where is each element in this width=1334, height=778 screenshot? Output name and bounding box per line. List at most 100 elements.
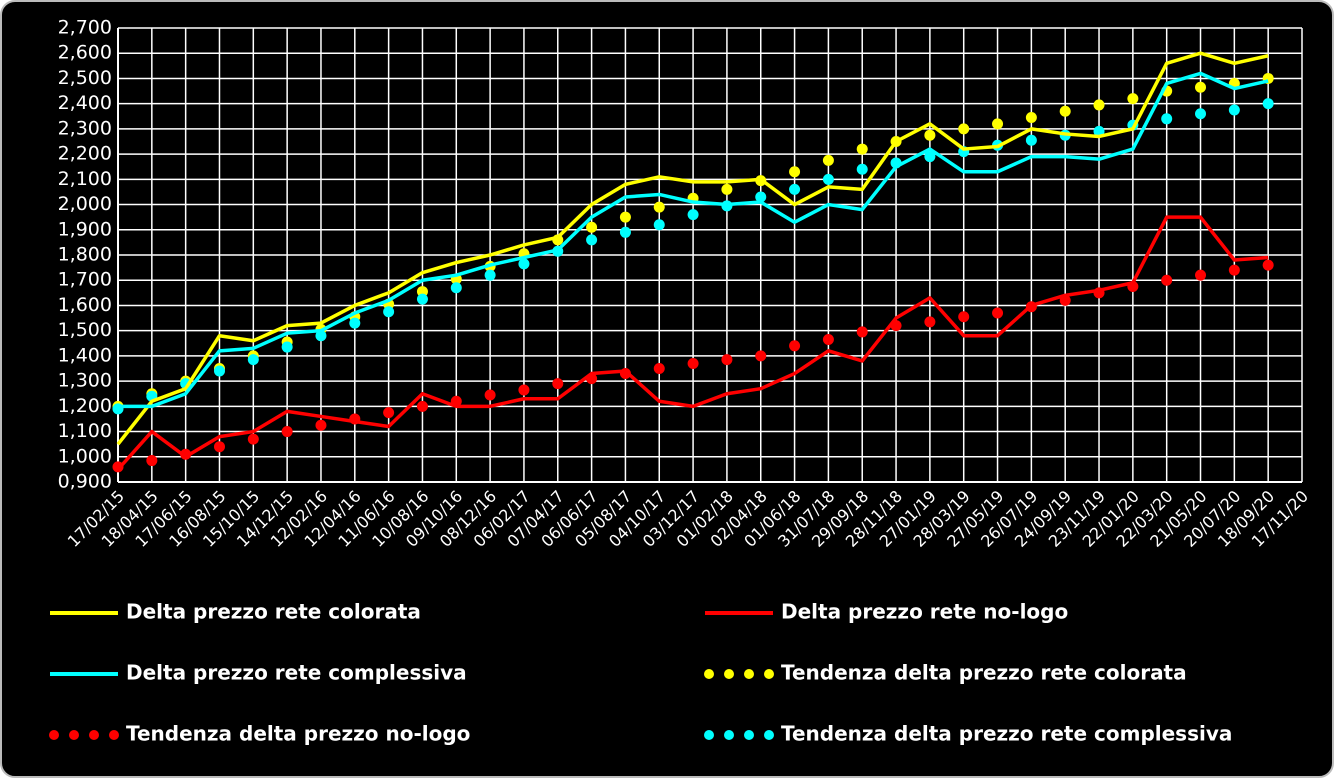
trend-point [1025, 134, 1037, 146]
legend-swatch [764, 669, 774, 679]
trend-point [1059, 105, 1071, 117]
trend-point [518, 258, 530, 270]
trend-point [586, 234, 598, 246]
y-tick-label: 0,900 [58, 471, 112, 493]
trend-point [1093, 99, 1105, 111]
y-tick-label: 2,400 [58, 92, 112, 114]
series-line [116, 215, 1269, 471]
legend-label: Tendenza delta prezzo rete complessiva [781, 722, 1232, 746]
trend-point [552, 378, 564, 390]
y-tick-label: 1,800 [58, 244, 112, 266]
legend-label: Delta prezzo rete no-logo [781, 600, 1068, 624]
legend-swatch [89, 730, 99, 740]
trend-point [1127, 93, 1139, 105]
y-tick-label: 2,100 [58, 168, 112, 190]
trend-point [856, 326, 868, 338]
trend-point [924, 151, 936, 163]
trend-point [1195, 269, 1207, 281]
legend-swatch [744, 730, 754, 740]
legend-label: Tendenza delta prezzo rete colorata [781, 661, 1187, 685]
trend-point [958, 123, 970, 135]
legend-label: Delta prezzo rete complessiva [126, 661, 467, 685]
trend-point [687, 209, 699, 221]
trend-point [416, 293, 428, 305]
trend-point [755, 191, 767, 203]
legend-swatch [724, 730, 734, 740]
y-tick-label: 1,000 [58, 445, 112, 467]
trend-point [1228, 104, 1240, 116]
y-tick-label: 1,200 [58, 395, 112, 417]
legend-label: Tendenza delta prezzo no-logo [126, 722, 470, 746]
trend-point [992, 307, 1004, 319]
trend-point [213, 441, 225, 453]
legend-label: Delta prezzo rete colorata [126, 600, 421, 624]
legend-swatch [764, 730, 774, 740]
trend-point [653, 219, 665, 231]
trend-point [518, 384, 530, 396]
y-tick-label: 1,900 [58, 218, 112, 240]
y-tick-label: 2,200 [58, 143, 112, 165]
trend-point [1025, 112, 1037, 124]
legend-swatch [49, 730, 59, 740]
trend-point [1262, 259, 1274, 271]
trend-point [383, 407, 395, 419]
trend-point [653, 363, 665, 374]
legend-swatch [724, 669, 734, 679]
legend-swatch [704, 669, 714, 679]
trend-point [213, 365, 225, 377]
legend-swatch [744, 669, 754, 679]
y-tick-label: 2,700 [58, 17, 112, 39]
trend-point [416, 286, 428, 298]
trend-point [383, 306, 395, 318]
trend-point [450, 282, 462, 294]
y-tick-label: 1,100 [58, 420, 112, 442]
trend-point [1262, 98, 1274, 110]
trend-point [721, 354, 733, 366]
trend-point [315, 330, 327, 342]
trend-point [687, 357, 699, 369]
trend-point [721, 183, 733, 195]
series-line [116, 51, 1269, 446]
y-tick-label: 1,600 [58, 294, 112, 316]
trend-point [789, 183, 801, 195]
y-tick-label: 2,300 [58, 117, 112, 139]
trend-point [484, 269, 496, 281]
trend-point [1195, 81, 1207, 93]
series-line [118, 71, 1269, 409]
trend-point [281, 426, 293, 438]
trend-point [315, 419, 327, 431]
trend-point [484, 389, 496, 401]
trend-point [1161, 274, 1173, 286]
trend-point [924, 129, 936, 141]
trend-point [1161, 113, 1173, 125]
trend-point [349, 317, 361, 329]
y-tick-label: 2,000 [58, 193, 112, 215]
trend-point [247, 433, 259, 445]
trend-point [822, 154, 834, 166]
trend-point [992, 118, 1004, 130]
y-tick-label: 1,500 [58, 319, 112, 341]
trend-point [619, 211, 631, 223]
trend-point [281, 341, 293, 353]
y-tick-label: 2,600 [58, 42, 112, 64]
y-tick-label: 1,700 [58, 269, 112, 291]
trend-point [653, 201, 665, 213]
trend-point [789, 166, 801, 178]
legend-swatch [109, 730, 119, 740]
trend-point [958, 311, 970, 323]
trend-point [586, 221, 598, 233]
y-tick-label: 1,400 [58, 344, 112, 366]
trend-point [619, 226, 631, 238]
trend-point [755, 350, 767, 362]
legend-swatch [69, 730, 79, 740]
trend-point [924, 316, 936, 328]
trend-point [1228, 264, 1240, 276]
trend-point [1195, 108, 1207, 120]
trend-point [822, 173, 834, 185]
trend-point [416, 400, 428, 412]
trend-point [247, 354, 259, 366]
trend-point [146, 455, 158, 467]
trend-point [856, 163, 868, 175]
y-tick-label: 2,500 [58, 67, 112, 89]
